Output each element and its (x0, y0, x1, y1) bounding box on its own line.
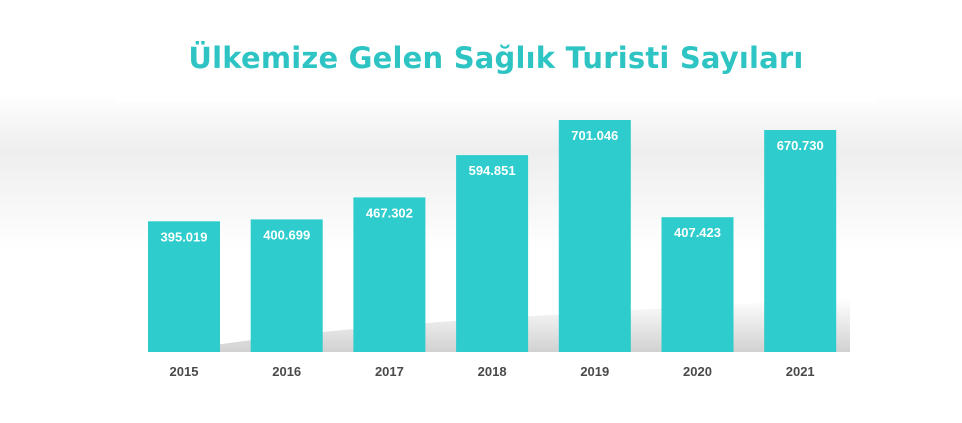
bars-group (148, 120, 837, 352)
value-label-2018: 594.851 (469, 163, 516, 178)
value-label-2015: 395.019 (161, 229, 208, 244)
bar-2021 (764, 130, 837, 352)
title-box: Ülkemize Gelen Sağlık Turisti Sayıları (117, 14, 875, 102)
bar-2015 (148, 221, 220, 352)
bar-2016 (250, 219, 323, 352)
category-label-2019: 2019 (580, 364, 609, 379)
category-labels-group: 2015 2016 2017 2018 2019 2020 2021 (170, 364, 815, 379)
value-label-2017: 467.302 (366, 205, 413, 220)
bar-2020 (661, 217, 734, 352)
value-labels-group: 395.019 400.699 467.302 594.851 701.046 407.4… (161, 128, 824, 244)
category-label-2021: 2021 (786, 364, 815, 379)
category-label-2017: 2017 (375, 364, 404, 379)
category-label-2015: 2015 (170, 364, 199, 379)
value-label-2016: 400.699 (263, 227, 310, 242)
category-label-2016: 2016 (272, 364, 301, 379)
value-label-2020: 407.423 (674, 225, 721, 240)
value-label-2021: 670.730 (777, 138, 824, 153)
category-label-2018: 2018 (478, 364, 507, 379)
chart-title: Ülkemize Gelen Sağlık Turisti Sayıları (188, 41, 804, 75)
bar-2019 (558, 120, 631, 352)
value-label-2019: 701.046 (571, 128, 618, 143)
bar-2017 (353, 197, 426, 352)
category-label-2020: 2020 (683, 364, 712, 379)
bar-2018 (456, 155, 529, 352)
